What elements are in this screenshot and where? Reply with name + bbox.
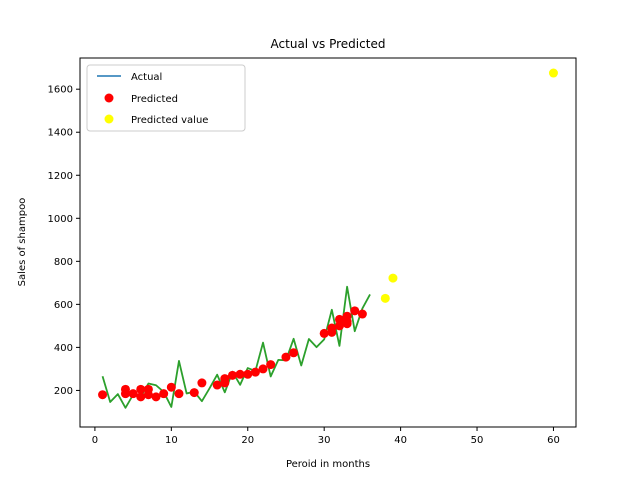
x-tick-label: 20 — [241, 435, 254, 446]
predicted-point — [281, 352, 291, 362]
predicted-point — [258, 364, 268, 374]
predicted-point — [342, 317, 352, 327]
predicted-point — [212, 380, 222, 390]
predicted-value-point — [380, 293, 390, 303]
y-axis-label: Sales of shampoo — [17, 198, 28, 287]
x-tick-label: 60 — [547, 435, 560, 446]
y-axis: 200 400 600 800 1000 1200 1400 1600 — [48, 85, 80, 397]
legend-predicted-value-swatch — [104, 114, 114, 124]
predicted-point — [174, 389, 184, 399]
predicted-point — [151, 392, 161, 402]
predicted-point — [250, 367, 260, 377]
predicted-point — [136, 392, 146, 402]
predicted-point — [289, 348, 299, 358]
predicted-point — [220, 378, 230, 388]
legend-predicted-label: Predicted — [131, 94, 178, 105]
predicted-point — [189, 388, 199, 398]
predicted-point — [227, 370, 237, 380]
predicted-point — [357, 309, 367, 319]
y-tick-label: 400 — [54, 343, 73, 354]
x-tick-label: 40 — [394, 435, 407, 446]
predicted-point — [235, 369, 245, 379]
predicted-point — [136, 384, 146, 394]
predicted-point — [159, 389, 169, 399]
y-tick-label: 800 — [54, 257, 73, 268]
predicted-point — [327, 327, 337, 337]
predicted-point — [197, 378, 207, 388]
predicted-point — [166, 382, 176, 392]
x-tick-label: 10 — [165, 435, 178, 446]
x-axis-label: Peroid in months — [286, 459, 370, 470]
predicted-point — [319, 328, 329, 338]
chart-title: Actual vs Predicted — [271, 37, 386, 51]
y-tick-label: 200 — [54, 386, 73, 397]
predicted-point — [334, 321, 344, 331]
predicted-point — [120, 389, 130, 399]
legend-actual-label: Actual — [131, 72, 162, 83]
x-axis: 0 10 20 30 40 50 60 — [92, 427, 560, 446]
y-tick-label: 1400 — [48, 128, 73, 139]
plot-area — [98, 68, 558, 409]
x-tick-label: 0 — [92, 435, 98, 446]
x-tick-label: 30 — [318, 435, 331, 446]
predicted-point — [334, 314, 344, 324]
plot-frame — [79, 57, 577, 428]
predicted-point — [98, 390, 108, 400]
predicted-point — [128, 389, 138, 399]
predicted-point — [350, 306, 360, 316]
y-tick-label: 1000 — [48, 214, 73, 225]
legend-predicted-swatch — [104, 93, 114, 103]
predicted-point — [243, 369, 253, 379]
predicted-value-point — [388, 273, 398, 283]
y-tick-label: 1600 — [48, 85, 73, 96]
legend: Actual Predicted Predicted value — [86, 64, 246, 132]
legend-box — [86, 64, 246, 132]
predicted-point — [143, 390, 153, 400]
y-tick-label: 1200 — [48, 171, 73, 182]
x-tick-label: 50 — [471, 435, 484, 446]
legend-predicted-value-label: Predicted value — [131, 115, 208, 126]
predicted-value-point — [548, 68, 558, 78]
y-tick-label: 600 — [54, 300, 73, 311]
predicted-point — [266, 360, 276, 370]
